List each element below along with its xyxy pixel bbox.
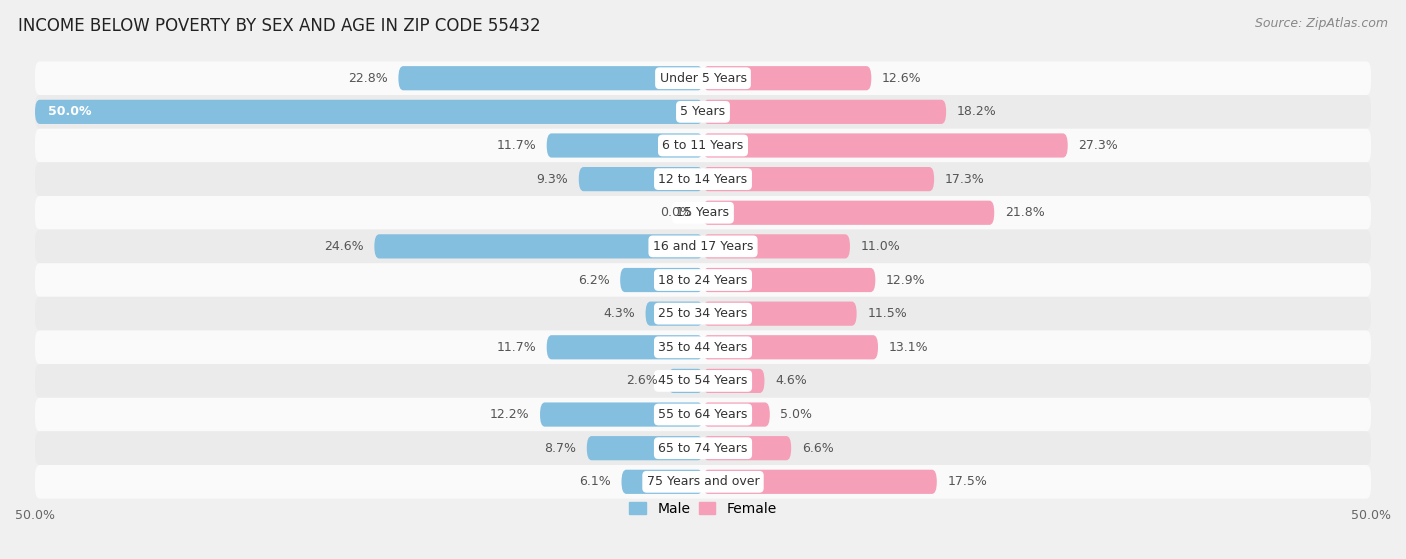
FancyBboxPatch shape	[579, 167, 703, 191]
Text: 6 to 11 Years: 6 to 11 Years	[662, 139, 744, 152]
Text: 11.7%: 11.7%	[496, 139, 536, 152]
Text: 12.9%: 12.9%	[886, 273, 925, 287]
FancyBboxPatch shape	[35, 432, 1371, 465]
FancyBboxPatch shape	[703, 470, 936, 494]
FancyBboxPatch shape	[703, 234, 851, 258]
Text: 35 to 44 Years: 35 to 44 Years	[658, 341, 748, 354]
Text: 12 to 14 Years: 12 to 14 Years	[658, 173, 748, 186]
FancyBboxPatch shape	[703, 100, 946, 124]
FancyBboxPatch shape	[703, 66, 872, 91]
Text: 6.1%: 6.1%	[579, 475, 610, 489]
FancyBboxPatch shape	[547, 134, 703, 158]
FancyBboxPatch shape	[374, 234, 703, 258]
Text: 55 to 64 Years: 55 to 64 Years	[658, 408, 748, 421]
Text: 21.8%: 21.8%	[1005, 206, 1045, 219]
Text: 13.1%: 13.1%	[889, 341, 928, 354]
FancyBboxPatch shape	[35, 297, 1371, 330]
Text: 12.6%: 12.6%	[882, 72, 922, 85]
FancyBboxPatch shape	[621, 470, 703, 494]
Text: 18 to 24 Years: 18 to 24 Years	[658, 273, 748, 287]
Text: 17.3%: 17.3%	[945, 173, 984, 186]
FancyBboxPatch shape	[703, 402, 770, 427]
Text: INCOME BELOW POVERTY BY SEX AND AGE IN ZIP CODE 55432: INCOME BELOW POVERTY BY SEX AND AGE IN Z…	[18, 17, 541, 35]
Text: 12.2%: 12.2%	[489, 408, 529, 421]
Text: 9.3%: 9.3%	[536, 173, 568, 186]
Text: 2.6%: 2.6%	[626, 375, 658, 387]
Text: 11.7%: 11.7%	[496, 341, 536, 354]
Text: 4.6%: 4.6%	[775, 375, 807, 387]
Text: 50.0%: 50.0%	[48, 105, 91, 119]
FancyBboxPatch shape	[547, 335, 703, 359]
FancyBboxPatch shape	[35, 397, 1371, 432]
Text: 17.5%: 17.5%	[948, 475, 987, 489]
Text: 27.3%: 27.3%	[1078, 139, 1118, 152]
Text: 24.6%: 24.6%	[323, 240, 364, 253]
FancyBboxPatch shape	[35, 95, 1371, 129]
FancyBboxPatch shape	[35, 61, 1371, 95]
Text: 11.5%: 11.5%	[868, 307, 907, 320]
FancyBboxPatch shape	[35, 196, 1371, 230]
Text: 4.3%: 4.3%	[603, 307, 636, 320]
FancyBboxPatch shape	[703, 167, 934, 191]
FancyBboxPatch shape	[645, 301, 703, 326]
FancyBboxPatch shape	[35, 364, 1371, 397]
FancyBboxPatch shape	[35, 100, 703, 124]
Text: 11.0%: 11.0%	[860, 240, 900, 253]
FancyBboxPatch shape	[35, 330, 1371, 364]
FancyBboxPatch shape	[703, 268, 876, 292]
Text: 8.7%: 8.7%	[544, 442, 576, 454]
Text: 22.8%: 22.8%	[347, 72, 388, 85]
Text: 6.2%: 6.2%	[578, 273, 609, 287]
FancyBboxPatch shape	[540, 402, 703, 427]
Text: 25 to 34 Years: 25 to 34 Years	[658, 307, 748, 320]
FancyBboxPatch shape	[703, 134, 1067, 158]
Text: 16 and 17 Years: 16 and 17 Years	[652, 240, 754, 253]
FancyBboxPatch shape	[35, 162, 1371, 196]
Text: 15 Years: 15 Years	[676, 206, 730, 219]
FancyBboxPatch shape	[35, 465, 1371, 499]
Text: 0.0%: 0.0%	[661, 206, 692, 219]
FancyBboxPatch shape	[703, 201, 994, 225]
Text: Under 5 Years: Under 5 Years	[659, 72, 747, 85]
FancyBboxPatch shape	[703, 436, 792, 460]
Text: 18.2%: 18.2%	[957, 105, 997, 119]
FancyBboxPatch shape	[35, 129, 1371, 162]
Legend: Male, Female: Male, Female	[626, 498, 780, 520]
Text: Source: ZipAtlas.com: Source: ZipAtlas.com	[1254, 17, 1388, 30]
Text: 45 to 54 Years: 45 to 54 Years	[658, 375, 748, 387]
Text: 6.6%: 6.6%	[801, 442, 834, 454]
Text: 75 Years and over: 75 Years and over	[647, 475, 759, 489]
FancyBboxPatch shape	[620, 268, 703, 292]
FancyBboxPatch shape	[586, 436, 703, 460]
FancyBboxPatch shape	[35, 263, 1371, 297]
Text: 5.0%: 5.0%	[780, 408, 813, 421]
FancyBboxPatch shape	[35, 230, 1371, 263]
FancyBboxPatch shape	[703, 369, 765, 393]
Text: 65 to 74 Years: 65 to 74 Years	[658, 442, 748, 454]
FancyBboxPatch shape	[703, 335, 877, 359]
FancyBboxPatch shape	[668, 369, 703, 393]
FancyBboxPatch shape	[703, 301, 856, 326]
FancyBboxPatch shape	[398, 66, 703, 91]
Text: 5 Years: 5 Years	[681, 105, 725, 119]
